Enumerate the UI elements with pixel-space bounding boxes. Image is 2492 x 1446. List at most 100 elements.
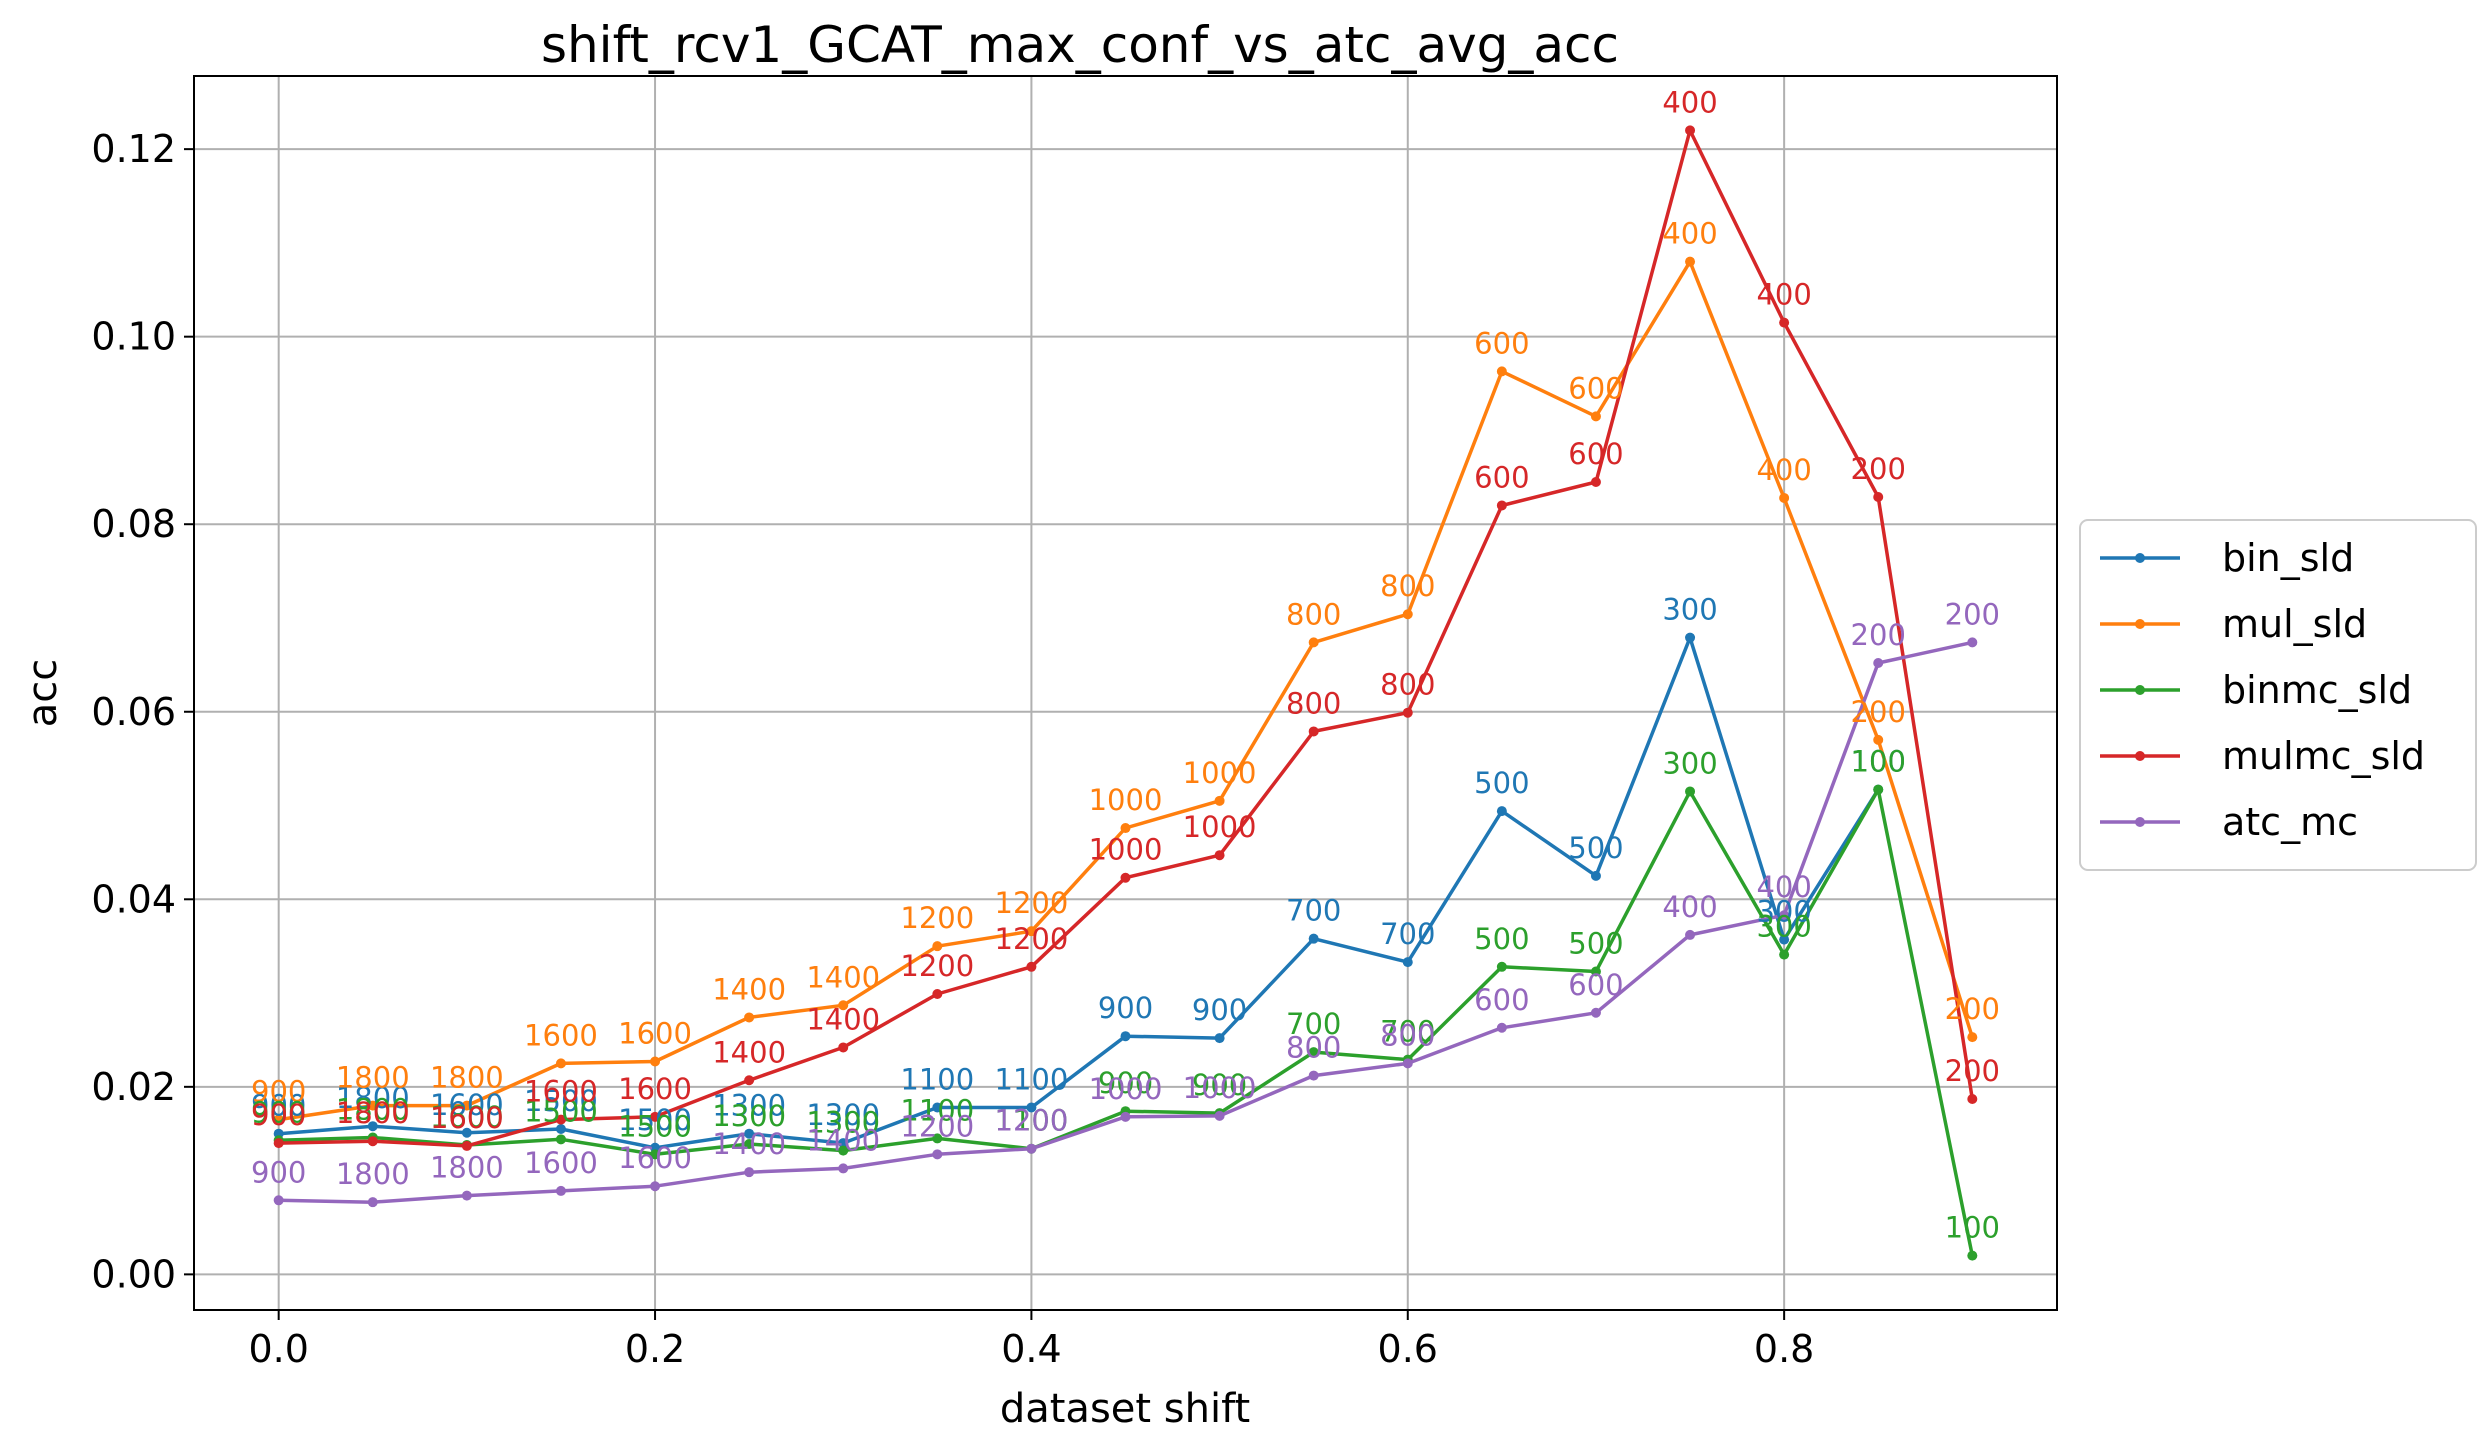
- point-label-atc_mc: 400: [1662, 890, 1717, 924]
- point-label-binmc_sld: 1800: [336, 1092, 410, 1126]
- point-label-atc_mc: 1800: [336, 1157, 410, 1191]
- point-label-atc_mc: 1400: [806, 1123, 880, 1157]
- x-tick-label: 0.6: [1378, 1327, 1438, 1371]
- data-point-atc_mc: [650, 1181, 661, 1192]
- point-label-mul_sld: 400: [1756, 453, 1811, 487]
- point-label-binmc_sld: 1500: [524, 1094, 598, 1128]
- point-label-bin_sld: 300: [1756, 895, 1811, 929]
- point-label-mul_sld: 1400: [806, 960, 880, 994]
- y-tick-label: 0.02: [91, 1065, 176, 1109]
- point-label-mulmc_sld: 1600: [430, 1101, 504, 1135]
- point-label-bin_sld: 1300: [712, 1089, 786, 1123]
- data-point-mulmc_sld: [367, 1136, 378, 1147]
- legend-marker-mul_sld: [2135, 619, 2145, 629]
- data-point-mulmc_sld: [1496, 500, 1507, 511]
- data-point-mul_sld: [1214, 795, 1225, 806]
- point-label-bin_sld: 1600: [430, 1088, 504, 1122]
- data-point-mulmc_sld: [1214, 850, 1225, 861]
- point-label-mulmc_sld: 800: [1286, 686, 1341, 720]
- point-label-mul_sld: 900: [251, 1075, 306, 1109]
- data-point-mulmc_sld: [1120, 872, 1131, 883]
- data-point-bin_sld: [1026, 1102, 1037, 1113]
- y-tick-label: 0.06: [91, 690, 176, 734]
- point-label-atc_mc: 1600: [524, 1146, 598, 1180]
- data-point-atc_mc: [1120, 1111, 1131, 1122]
- point-label-mul_sld: 1800: [336, 1061, 410, 1095]
- point-label-mul_sld: 1800: [430, 1061, 504, 1095]
- data-point-bin_sld: [744, 1128, 755, 1139]
- data-point-atc_mc: [1590, 1007, 1601, 1018]
- data-point-bin_sld: [1214, 1033, 1225, 1044]
- data-point-atc_mc: [744, 1167, 755, 1178]
- data-point-atc_mc: [367, 1197, 378, 1208]
- data-point-atc_mc: [1214, 1110, 1225, 1121]
- data-point-atc_mc: [1967, 637, 1978, 648]
- legend-label-atc_mc: atc_mc: [2222, 800, 2358, 844]
- data-point-atc_mc: [838, 1163, 849, 1174]
- y-tick-label: 0.00: [91, 1252, 176, 1296]
- point-label-bin_sld: 500: [1568, 831, 1623, 865]
- x-axis-label: dataset shift: [1000, 1386, 1250, 1432]
- x-tick-label: 0.0: [248, 1327, 308, 1371]
- data-point-mul_sld: [1685, 256, 1696, 267]
- point-label-mul_sld: 1400: [712, 972, 786, 1006]
- point-label-binmc_sld: 900: [1192, 1068, 1247, 1102]
- x-tick-label: 0.8: [1754, 1327, 1814, 1371]
- point-label-mul_sld: 1200: [900, 901, 974, 935]
- data-point-mulmc_sld: [1873, 492, 1884, 503]
- point-label-binmc_sld: 1500: [618, 1109, 692, 1143]
- point-label-binmc_sld: 700: [1380, 1015, 1435, 1049]
- point-label-mul_sld: 600: [1474, 326, 1529, 360]
- point-label-mul_sld: 800: [1286, 597, 1341, 631]
- point-label-binmc_sld: 1300: [712, 1099, 786, 1133]
- data-point-mulmc_sld: [1779, 317, 1790, 328]
- y-tick-label: 0.08: [91, 502, 176, 546]
- point-label-mulmc_sld: 400: [1662, 85, 1717, 119]
- point-label-binmc_sld: 1100: [900, 1093, 974, 1127]
- data-point-mulmc_sld: [1026, 961, 1037, 972]
- point-label-mul_sld: 1600: [618, 1017, 692, 1051]
- legend-marker-mulmc_sld: [2135, 751, 2145, 761]
- data-point-bin_sld: [1590, 870, 1601, 881]
- point-label-mul_sld: 1200: [995, 886, 1069, 920]
- y-tick-label: 0.12: [91, 127, 176, 171]
- legend-label-binmc_sld: binmc_sld: [2222, 668, 2412, 712]
- legend-marker-bin_sld: [2135, 553, 2145, 563]
- point-label-mulmc_sld: 1800: [336, 1096, 410, 1130]
- point-label-atc_mc: 200: [1851, 618, 1906, 652]
- data-point-binmc_sld: [932, 1133, 943, 1144]
- point-label-atc_mc: 800: [1380, 1018, 1435, 1052]
- data-point-mul_sld: [461, 1100, 472, 1111]
- data-point-atc_mc: [1779, 910, 1790, 921]
- data-point-mul_sld: [1967, 1032, 1978, 1043]
- point-label-bin_sld: 900: [251, 1089, 306, 1123]
- y-tick-label: 0.04: [91, 877, 176, 921]
- data-point-mulmc_sld: [838, 1042, 849, 1053]
- point-label-mulmc_sld: 600: [1474, 460, 1529, 494]
- legend-label-mul_sld: mul_sld: [2222, 602, 2367, 646]
- point-label-mulmc_sld: 400: [1756, 278, 1811, 312]
- point-label-binmc_sld: 300: [1662, 746, 1717, 780]
- axis-ticks: 0.0 0.2 0.4 0.6 0.8 0.00 0.02 0.04 0.06 0.08 0.10 0…: [91, 127, 1814, 1371]
- chart-title: shift_rcv1_GCAT_max_conf_vs_atc_avg_acc: [541, 16, 1619, 74]
- data-point-atc_mc: [1308, 1070, 1319, 1081]
- data-point-binmc_sld: [744, 1139, 755, 1150]
- point-label-atc_mc: 1800: [430, 1151, 504, 1185]
- data-point-mulmc_sld: [650, 1111, 661, 1122]
- legend-frame: [2079, 519, 2477, 871]
- x-tick-label: 0.2: [625, 1327, 685, 1371]
- point-label-bin_sld: 1100: [995, 1062, 1069, 1096]
- plot-frame: [193, 75, 2058, 1311]
- point-label-binmc_sld: 1600: [430, 1100, 504, 1134]
- point-label-mulmc_sld: 200: [1945, 1054, 2000, 1088]
- data-point-mul_sld: [1873, 734, 1884, 745]
- point-label-mul_sld: 1600: [524, 1018, 598, 1052]
- point-label-atc_mc: 1200: [995, 1104, 1069, 1138]
- point-label-binmc_sld: 1300: [806, 1106, 880, 1140]
- data-point-mulmc_sld: [1402, 707, 1413, 718]
- data-point-bin_sld: [367, 1121, 378, 1132]
- legend-marker-atc_mc: [2135, 817, 2145, 827]
- data-point-mul_sld: [1496, 366, 1507, 377]
- data-point-mul_sld: [367, 1100, 378, 1111]
